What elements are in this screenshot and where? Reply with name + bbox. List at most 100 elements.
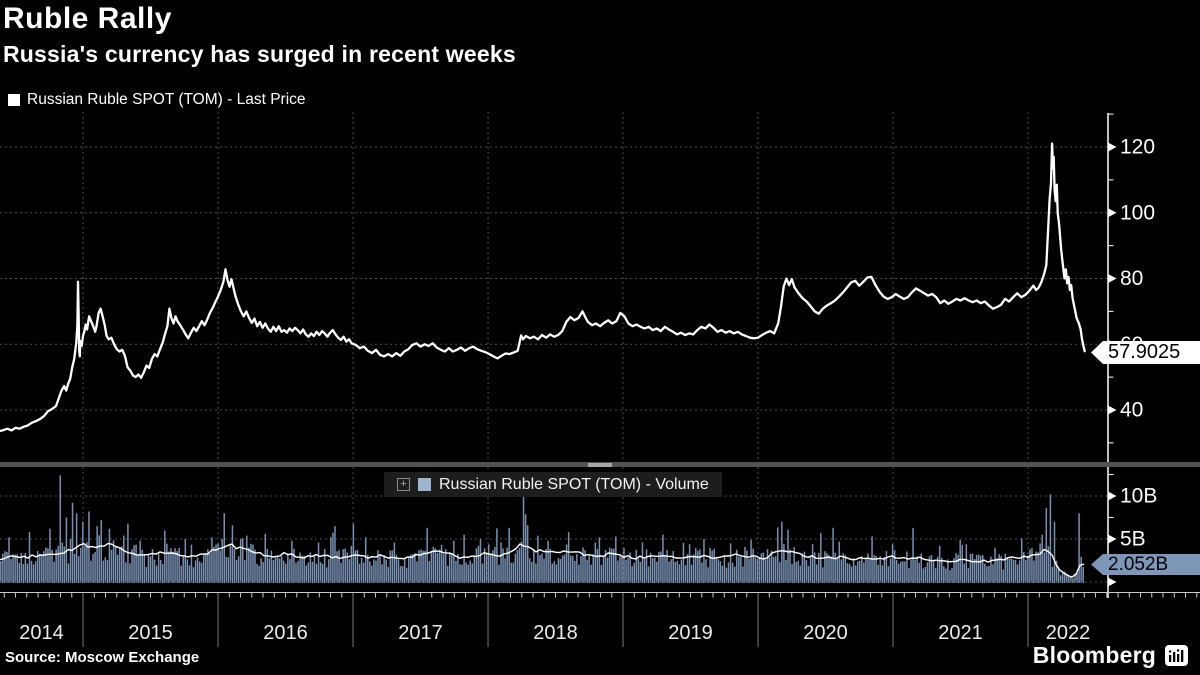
volume-bar: [1014, 560, 1017, 583]
volume-bar: [104, 557, 107, 583]
volume-bar: [893, 550, 896, 583]
volume-bar: [992, 564, 994, 583]
volume-bar: [936, 556, 939, 583]
volume-bar: [916, 556, 918, 583]
volume-bar: [809, 556, 812, 583]
volume-bar: [891, 544, 894, 583]
volume-bar: [635, 549, 638, 583]
volume-bar: [524, 514, 527, 583]
volume-bar: [781, 521, 783, 583]
volume-bar: [873, 555, 875, 583]
volume-bar: [258, 565, 260, 583]
volume-bar: [904, 561, 906, 583]
volume-bar: [512, 562, 515, 583]
volume-bar: [412, 554, 414, 583]
volume-bar: [588, 556, 590, 583]
volume-bar: [430, 551, 433, 583]
price-legend-label: Russian Ruble SPOT (TOM) - Last Price: [27, 91, 306, 108]
volume-bar: [246, 535, 248, 583]
volume-bar: [988, 565, 990, 583]
volume-bar: [254, 549, 256, 583]
volume-bar: [924, 567, 927, 583]
volume-bar: [401, 566, 404, 583]
volume-bar: [547, 540, 549, 583]
volume-bar: [110, 549, 113, 583]
volume-bar: [0, 560, 2, 583]
volume-bar: [346, 552, 348, 583]
volume-bar: [360, 557, 363, 583]
volume-bar: [1039, 543, 1041, 583]
volume-bar: [811, 544, 814, 583]
volume-bar: [1006, 557, 1009, 583]
volume-bar: [943, 566, 945, 583]
volume-bar: [463, 534, 465, 583]
volume-bar: [174, 548, 176, 583]
volume-bar: [852, 558, 855, 583]
volume-bar: [414, 553, 416, 583]
volume-bar: [756, 558, 758, 583]
volume-bar: [563, 554, 566, 583]
volume-bar: [207, 549, 209, 583]
volume-bar: [397, 559, 400, 583]
volume-bar: [428, 560, 430, 583]
volume-bar: [1066, 573, 1068, 583]
volume-bar: [856, 561, 859, 583]
volume-bar: [449, 551, 451, 583]
volume-bar: [586, 559, 588, 583]
volume-bar: [598, 537, 601, 583]
volume-bar: [155, 565, 158, 583]
volume-bar: [613, 548, 615, 583]
volume-bar: [543, 558, 545, 583]
volume-bar: [106, 560, 109, 583]
volume-bar: [1051, 566, 1054, 583]
volume-bar: [701, 562, 703, 583]
volume-bar: [959, 539, 961, 583]
price-legend[interactable]: Russian Ruble SPOT (TOM) - Last Price: [8, 91, 306, 109]
volume-bar: [561, 555, 564, 583]
bloomberg-wordmark: Bloomberg: [1032, 642, 1156, 668]
volume-bar: [317, 542, 320, 583]
volume-bar: [666, 549, 668, 583]
volume-bar: [541, 553, 543, 583]
volume-bar: [748, 558, 750, 583]
volume-bar: [692, 554, 695, 583]
volume-bar: [272, 560, 275, 583]
volume-bar: [315, 563, 318, 583]
volume-bar: [436, 552, 439, 583]
volume-bar: [774, 556, 777, 583]
volume-bar: [947, 559, 949, 583]
volume-bar: [740, 556, 742, 583]
volume-legend[interactable]: + Russian Ruble SPOT (TOM) - Volume: [384, 472, 722, 497]
volume-bar: [10, 559, 12, 583]
volume-bar: [551, 563, 553, 583]
volume-bar: [125, 562, 127, 583]
volume-bar: [539, 555, 541, 583]
volume-bar: [500, 542, 502, 583]
volume-bar: [770, 550, 773, 583]
volume-bar: [53, 561, 55, 583]
expand-box-icon[interactable]: +: [397, 478, 410, 491]
volume-bar: [328, 559, 330, 583]
volume-bar: [797, 560, 799, 583]
volume-bar: [465, 562, 467, 583]
volume-bar: [121, 546, 123, 583]
panel-splitter[interactable]: [0, 462, 1200, 467]
volume-bar: [49, 528, 51, 583]
price-axis-tick-label: 100: [1120, 201, 1155, 224]
volume-bar: [723, 555, 726, 583]
volume-bar: [309, 552, 312, 583]
volume-bar: [223, 513, 225, 583]
volume-bar: [418, 550, 420, 583]
volume-bar: [887, 566, 890, 583]
volume-bar: [719, 561, 722, 583]
volume-bar: [184, 539, 187, 583]
volume-bar: [135, 544, 137, 583]
volume-bar: [830, 556, 832, 583]
volume-bar: [18, 562, 20, 583]
volume-bar: [957, 554, 959, 583]
volume-bar: [707, 567, 709, 583]
volume-bar: [621, 556, 623, 583]
volume-bar: [200, 562, 203, 583]
volume-bar: [641, 542, 644, 583]
